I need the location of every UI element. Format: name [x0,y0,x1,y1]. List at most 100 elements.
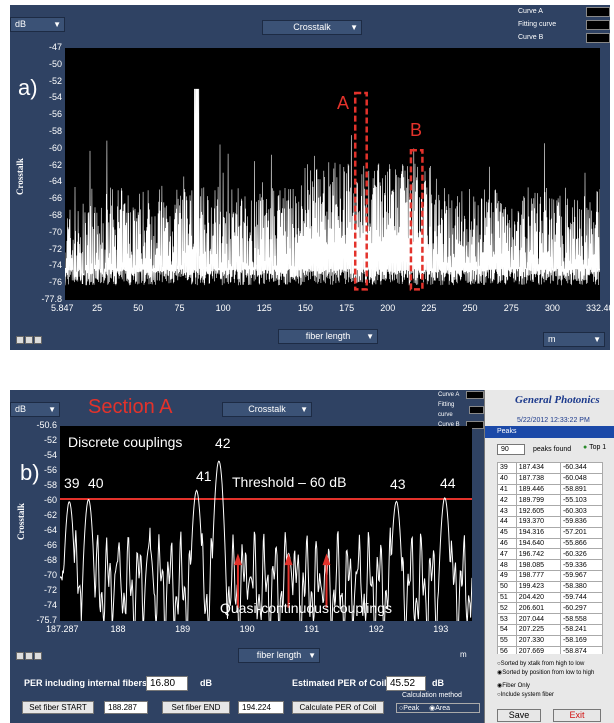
x-tick-label: 193 [433,624,449,634]
calculate-per-button[interactable]: Calculate PER of Coil [292,701,384,714]
peak-label: 40 [88,475,104,491]
save-button[interactable]: Save [497,709,541,722]
table-cell: -60.297 [559,602,603,615]
sort-position-radio[interactable]: ◉Sorted by position from low to high [497,670,595,676]
table-cell: -59.836 [559,515,603,528]
unit-dropdown[interactable]: dB ▼ [10,17,65,32]
table-cell: -59.967 [559,569,603,582]
table-row[interactable]: 40 187.738 -60.048 [497,472,603,485]
legend: Curve A Fitting curve Curve B [518,5,610,44]
table-cell: -59.336 [559,559,603,571]
status-dot-icon: ● [583,444,588,451]
peaks-table[interactable]: 39 187.434 -60.344 40 187.738 -60.048 41 189.44… [497,462,603,654]
table-row[interactable]: 41 189.446 -58.891 [497,483,603,496]
x-tick-label: 125 [256,303,272,313]
legend-item: Curve B [438,420,484,430]
legend-swatch [466,391,484,399]
chevron-down-icon: ▼ [593,335,601,344]
table-row[interactable]: 42 189.799 -55.103 [497,494,603,507]
y-tick-label: -47 [48,42,62,52]
zoom-icon[interactable] [16,652,24,660]
table-row[interactable]: 56 207.669 -58.874 [497,645,603,654]
radio-area[interactable]: ◉Area [429,705,451,712]
x-tick-label: 332.402 [586,303,614,313]
x-unit-dropdown-label: m [548,334,556,344]
hand-icon[interactable] [34,652,42,660]
table-row[interactable]: 45 194.316 -57.201 [497,526,603,539]
table-row[interactable]: 50 199.423 -58.380 [497,580,603,593]
table-cell: 187.434 [515,462,561,474]
fiber-only-radio[interactable]: ◉Fiber Only [497,683,530,689]
calc-method-label: Calculation method [402,692,462,699]
table-cell: 45 [497,526,517,539]
table-cell: -58.241 [559,623,603,636]
per-internal-field[interactable]: 16.80 [146,676,188,691]
table-row[interactable]: 48 198.085 -59.336 [497,559,603,571]
radio-peak-label: Peak [403,705,420,712]
table-row[interactable]: 44 193.370 -59.836 [497,515,603,528]
table-cell: 56 [497,645,517,654]
radio-peak[interactable]: ○Peak [399,705,420,712]
table-row[interactable]: 51 204.420 -59.744 [497,591,603,604]
legend-label: Fitting curve [518,21,557,28]
legend-label: Curve A [438,392,460,398]
zoom-icon[interactable] [16,336,24,344]
y-tick-label: -58 [43,480,57,490]
x-unit-dropdown[interactable]: m ▼ [543,332,605,347]
unit-dropdown[interactable]: dB ▼ [10,402,60,417]
table-row[interactable]: 46 194.640 -55.866 [497,537,603,550]
top-toggle-label: Top 1 [589,444,607,451]
legend-swatch [586,32,610,43]
y-tick-label: -56 [43,465,57,475]
sort-xtalk-radio[interactable]: ○Sorted by xtalk from high to low [497,661,585,667]
table-row[interactable]: 43 192.605 -60.303 [497,505,603,517]
measure-dropdown[interactable]: Crosstalk ▼ [262,20,362,35]
end-field[interactable]: 194.224 [238,701,284,714]
set-fiber-start-button[interactable]: Set fiber START [22,701,94,714]
y-tick-label: -70 [48,226,62,237]
x-axis-dropdown[interactable]: fiber length ▼ [238,648,320,663]
table-row[interactable]: 39 187.434 -60.344 [497,462,603,474]
table-cell: 41 [497,483,517,496]
y-tick-label: -70 [43,570,57,580]
top-toggle[interactable]: ● Top 1 [583,444,606,451]
table-cell: -55.866 [559,537,603,550]
x-axis-dropdown[interactable]: fiber length ▼ [278,329,378,344]
pan-icon[interactable] [25,652,33,660]
legend-swatch [586,19,610,30]
pan-icon[interactable] [25,336,33,344]
table-cell: -58.891 [559,483,603,496]
table-row[interactable]: 49 198.777 -59.967 [497,569,603,582]
arrow-head-icon [233,553,242,566]
set-fiber-end-button[interactable]: Set fiber END [162,701,230,714]
y-tick-label: -58 [48,126,62,136]
include-system-radio[interactable]: ○Include system fiber [497,692,554,698]
exit-button[interactable]: Exit [553,709,601,722]
table-cell: 187.738 [515,472,561,485]
start-field[interactable]: 188.287 [104,701,148,714]
y-tick-label: -68 [43,555,57,565]
y-tick-label: -60 [48,142,62,153]
plot-tools [16,336,42,344]
table-cell: 196.742 [515,548,561,561]
hand-icon[interactable] [34,336,42,344]
x-tick-label: 25 [92,303,103,313]
table-row[interactable]: 55 207.330 -58.169 [497,634,603,647]
table-cell: -58.380 [559,580,603,593]
y-tick-label: -64 [48,176,62,187]
chevron-down-icon: ▼ [308,651,316,660]
table-row[interactable]: 47 196.742 -60.326 [497,548,603,561]
table-cell: 207.669 [515,645,561,654]
table-row[interactable]: 52 206.601 -60.297 [497,602,603,615]
y-axis-label: Crosstalk [16,503,26,540]
y-tick-label: -52 [48,75,62,86]
series-curve-a [64,88,601,286]
peak-count-field[interactable]: 90 [497,444,525,455]
per-coil-field[interactable]: 45.52 [386,676,426,691]
table-row[interactable]: 53 207.044 -58.558 [497,613,603,625]
x-tick-label: 75 [174,303,185,313]
table-row[interactable]: 54 207.225 -58.241 [497,623,603,636]
measure-dropdown[interactable]: Crosstalk ▼ [222,402,312,417]
table-cell: 198.777 [515,569,561,582]
per-coil-label: Estimated PER of Coil [292,678,387,688]
